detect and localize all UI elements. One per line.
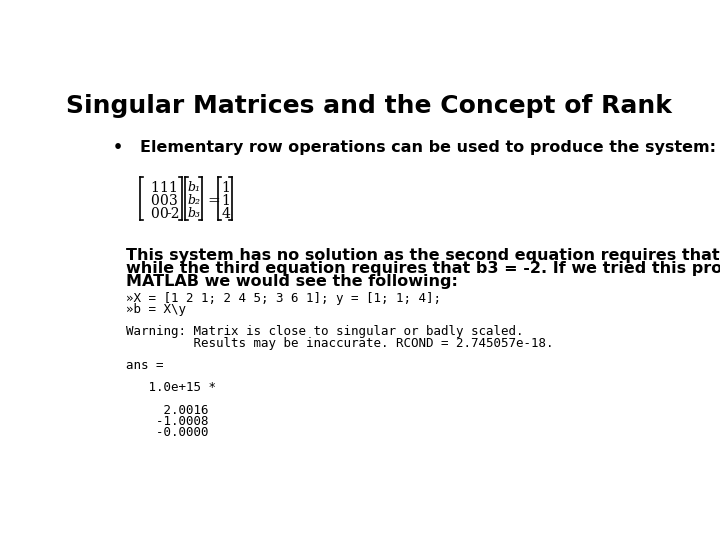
- Text: 1: 1: [221, 181, 230, 195]
- Text: Results may be inaccurate. RCOND = 2.745057e-18.: Results may be inaccurate. RCOND = 2.745…: [126, 336, 553, 349]
- Text: Singular Matrices and the Concept of Rank: Singular Matrices and the Concept of Ran…: [66, 94, 672, 118]
- Text: 0: 0: [159, 194, 168, 208]
- Text: 1.0e+15 *: 1.0e+15 *: [126, 381, 216, 394]
- Text: 2.0016: 2.0016: [126, 403, 208, 416]
- Text: •   Elementary row operations can be used to produce the system:: • Elementary row operations can be used …: [113, 140, 716, 156]
- Text: 3: 3: [168, 194, 177, 208]
- Text: -2: -2: [166, 207, 180, 221]
- Text: 4: 4: [221, 207, 230, 221]
- Text: 1: 1: [168, 181, 177, 195]
- Text: »X = [1 2 1; 2 4 5; 3 6 1]; y = [1; 1; 4];: »X = [1 2 1; 2 4 5; 3 6 1]; y = [1; 1; 4…: [126, 292, 441, 305]
- Text: b₃: b₃: [187, 207, 200, 220]
- Text: This system has no solution as the second equation requires that b3 = 1/3: This system has no solution as the secon…: [126, 248, 720, 263]
- Text: 0: 0: [150, 207, 158, 221]
- Text: -1.0008: -1.0008: [126, 415, 208, 428]
- Text: Warning: Matrix is close to singular or badly scaled.: Warning: Matrix is close to singular or …: [126, 326, 523, 339]
- Text: »b = X\y: »b = X\y: [126, 303, 186, 316]
- Text: b₂: b₂: [187, 194, 200, 207]
- Text: ans =: ans =: [126, 359, 163, 372]
- Text: 0: 0: [150, 194, 158, 208]
- Text: while the third equation requires that b3 = -2. If we tried this problem in: while the third equation requires that b…: [126, 261, 720, 276]
- Text: 1: 1: [150, 181, 159, 195]
- Text: -0.0000: -0.0000: [126, 426, 208, 439]
- Text: 1: 1: [159, 181, 168, 195]
- Text: MATLAB we would see the following:: MATLAB we would see the following:: [126, 274, 457, 289]
- Text: =: =: [207, 194, 220, 208]
- Text: 0: 0: [159, 207, 168, 221]
- Text: 1: 1: [221, 194, 230, 208]
- Text: b₁: b₁: [187, 181, 200, 194]
